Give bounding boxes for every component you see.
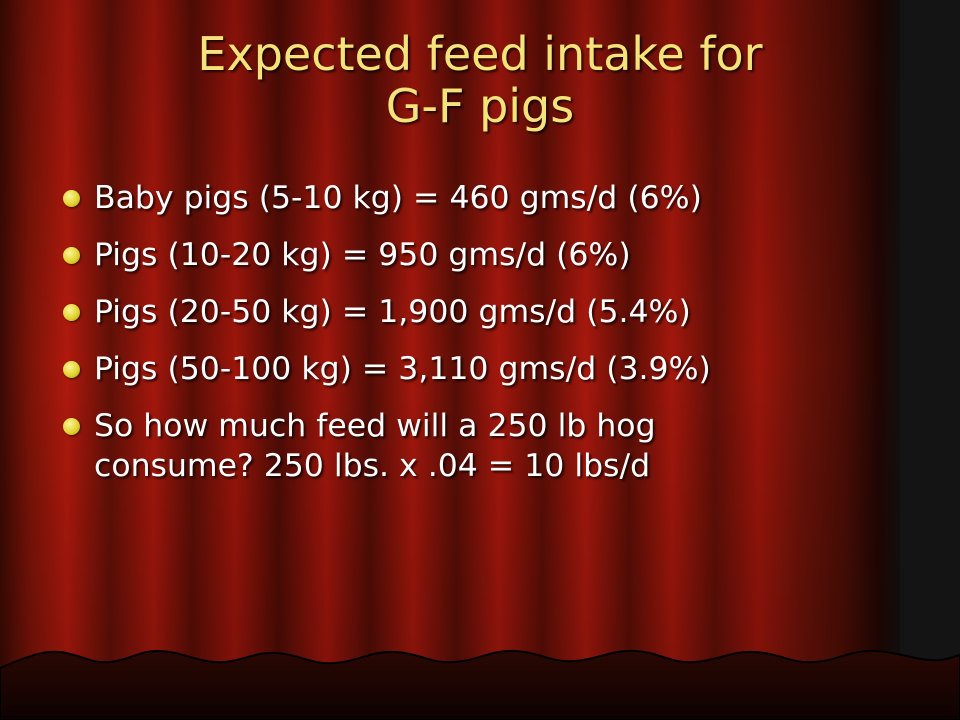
slide-title: Expected feed intake for G-F pigs	[110, 28, 850, 132]
bullet-item: Baby pigs (5-10 kg) = 460 gms/d (6%)	[60, 178, 890, 218]
bullet-line: Pigs (20-50 kg) = 1,900 gms/d (5.4%)	[94, 294, 691, 330]
bullet-dot-icon	[63, 418, 80, 435]
bullet-list: Baby pigs (5-10 kg) = 460 gms/d (6%) Pig…	[60, 178, 890, 503]
bullet-text: Pigs (20-50 kg) = 1,900 gms/d (5.4%)	[94, 292, 890, 332]
slide-title-line-1: Expected feed intake for	[197, 27, 763, 81]
bullet-text: Baby pigs (5-10 kg) = 460 gms/d (6%)	[94, 178, 890, 218]
slide-title-line-2: G-F pigs	[385, 79, 575, 133]
bullet-item: So how much feed will a 250 lb hog consu…	[60, 406, 890, 486]
bullet-line: Pigs (10-20 kg) = 950 gms/d (6%)	[94, 237, 631, 273]
bullet-dot-icon	[63, 190, 80, 207]
bullet-line: Pigs (50-100 kg) = 3,110 gms/d (3.9%)	[94, 351, 711, 387]
bullet-text: Pigs (10-20 kg) = 950 gms/d (6%)	[94, 235, 890, 275]
bullet-line: Baby pigs (5-10 kg) = 460 gms/d (6%)	[94, 180, 702, 216]
bullet-item: Pigs (20-50 kg) = 1,900 gms/d (5.4%)	[60, 292, 890, 332]
bullet-item: Pigs (50-100 kg) = 3,110 gms/d (3.9%)	[60, 349, 890, 389]
bullet-dot-icon	[63, 247, 80, 264]
bullet-dot-icon	[63, 304, 80, 321]
bullet-dot-icon	[63, 361, 80, 378]
bullet-line: consume? 250 lbs. x .04 = 10 lbs/d	[94, 448, 651, 484]
bullet-line: So how much feed will a 250 lb hog	[94, 408, 656, 444]
bullet-text: Pigs (50-100 kg) = 3,110 gms/d (3.9%)	[94, 349, 890, 389]
bullet-item: Pigs (10-20 kg) = 950 gms/d (6%)	[60, 235, 890, 275]
bullet-text: So how much feed will a 250 lb hog consu…	[94, 406, 890, 486]
